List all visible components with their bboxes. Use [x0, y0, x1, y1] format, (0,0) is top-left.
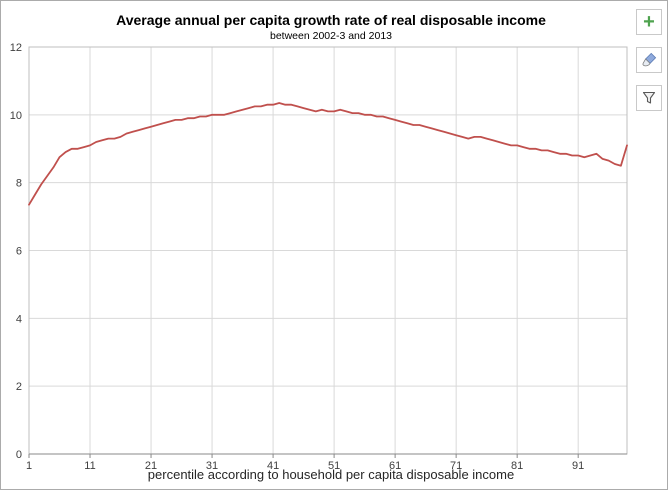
svg-text:0: 0: [16, 449, 22, 461]
chart-styles-button[interactable]: [636, 47, 662, 73]
svg-text:51: 51: [328, 460, 340, 472]
svg-text:6: 6: [16, 246, 22, 258]
x-axis-title: percentile according to household per ca…: [147, 467, 515, 482]
x-axis-tickmarks: [28, 454, 579, 458]
svg-text:41: 41: [267, 460, 279, 472]
svg-text:11: 11: [84, 460, 95, 472]
x-axis-tick-labels: 1 11 21 31 41 51 61 71 81 91: [26, 460, 584, 472]
svg-text:10: 10: [10, 110, 22, 122]
svg-text:81: 81: [511, 460, 523, 472]
svg-text:12: 12: [10, 42, 22, 54]
svg-text:61: 61: [389, 460, 401, 472]
paintbrush-icon: [642, 52, 657, 67]
plus-icon: +: [643, 11, 655, 33]
filter-funnel-icon: [642, 91, 656, 104]
y-axis-tick-labels: 0 2 4 6 8 10 12: [10, 42, 22, 461]
income-growth-line: [28, 102, 628, 206]
svg-text:31: 31: [206, 460, 218, 472]
svg-text:21: 21: [145, 460, 157, 472]
chart-title: Average annual per capita growth rate of…: [116, 12, 546, 28]
svg-text:4: 4: [16, 313, 22, 325]
svg-text:71: 71: [450, 460, 462, 472]
horizontal-gridlines: [29, 46, 627, 455]
svg-text:1: 1: [26, 460, 32, 472]
svg-text:8: 8: [16, 178, 22, 190]
chart-subtitle: between 2002-3 and 2013: [269, 30, 393, 42]
chart-filters-button[interactable]: [636, 85, 662, 111]
svg-text:91: 91: [572, 460, 584, 472]
chart-elements-button[interactable]: +: [636, 9, 662, 35]
svg-text:2: 2: [16, 381, 22, 393]
